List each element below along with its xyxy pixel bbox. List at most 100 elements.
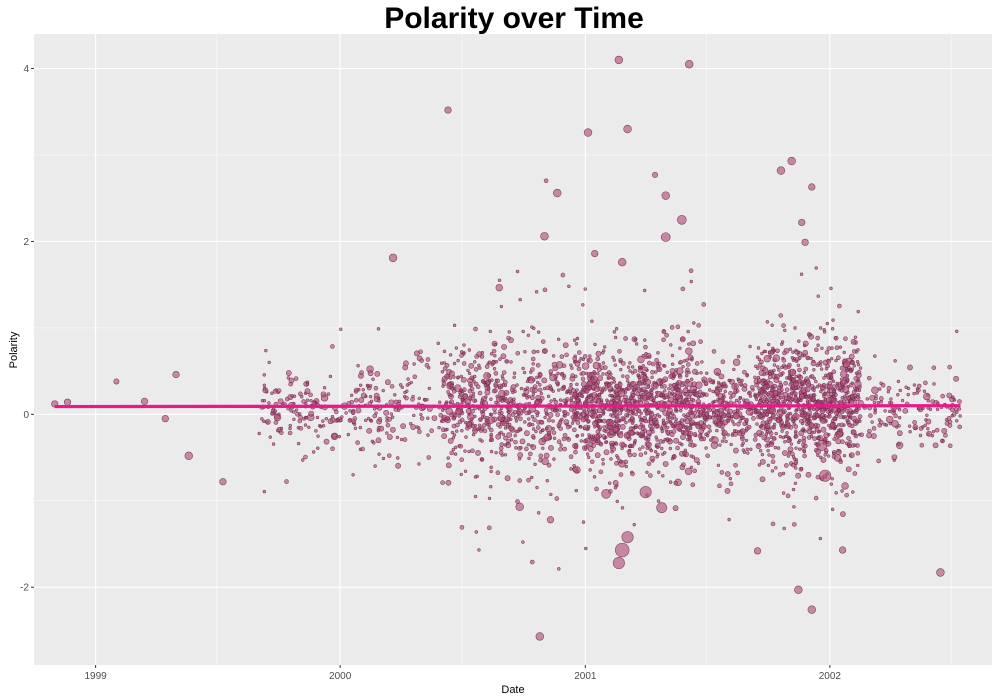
chart-title: Polarity over Time xyxy=(384,2,644,35)
data-point xyxy=(838,386,843,391)
data-point xyxy=(670,386,676,392)
data-point xyxy=(682,450,687,456)
data-point xyxy=(835,449,842,455)
data-point xyxy=(722,436,726,440)
data-point xyxy=(467,371,472,376)
data-point xyxy=(593,371,597,375)
data-point xyxy=(673,480,679,486)
data-point xyxy=(507,330,511,334)
data-point xyxy=(902,407,909,414)
data-point xyxy=(704,411,710,417)
data-point xyxy=(694,392,699,398)
data-point xyxy=(793,326,797,330)
data-point xyxy=(808,422,815,428)
data-point xyxy=(339,418,343,423)
data-point xyxy=(757,389,762,394)
data-point xyxy=(820,412,825,418)
data-point xyxy=(361,388,365,392)
data-point xyxy=(615,454,619,458)
data-point xyxy=(543,178,549,184)
data-point xyxy=(708,429,712,433)
data-point xyxy=(928,407,933,412)
data-point xyxy=(450,430,455,435)
data-point xyxy=(874,396,878,401)
data-point xyxy=(713,420,718,424)
data-point xyxy=(893,359,897,363)
data-point xyxy=(809,414,813,418)
data-point xyxy=(756,366,760,371)
data-point xyxy=(852,400,858,405)
data-point xyxy=(742,421,747,427)
data-point xyxy=(460,398,465,402)
data-point xyxy=(930,433,935,438)
data-point xyxy=(637,395,641,399)
data-point xyxy=(556,439,562,445)
data-point xyxy=(828,372,832,376)
data-point xyxy=(319,424,323,429)
data-point xyxy=(934,427,940,433)
data-point xyxy=(304,388,311,395)
data-point xyxy=(759,476,766,483)
data-point xyxy=(483,372,491,380)
data-point xyxy=(826,346,832,351)
data-point xyxy=(853,433,859,439)
data-point xyxy=(569,467,573,471)
data-point xyxy=(538,398,543,403)
data-point xyxy=(491,388,497,394)
data-point xyxy=(584,437,591,444)
data-point xyxy=(687,391,693,397)
data-point xyxy=(778,313,784,318)
data-point xyxy=(461,361,467,366)
data-point xyxy=(821,399,825,404)
data-point xyxy=(856,392,860,397)
data-point xyxy=(506,335,511,341)
data-point xyxy=(601,372,605,376)
data-point xyxy=(591,443,596,448)
data-point xyxy=(672,505,679,512)
data-point xyxy=(568,407,574,412)
data-point xyxy=(565,389,569,394)
data-point xyxy=(675,324,681,330)
data-point xyxy=(886,390,891,394)
data-point xyxy=(855,419,859,424)
data-point xyxy=(385,422,391,428)
data-point xyxy=(575,382,579,387)
data-point xyxy=(399,437,404,442)
data-point xyxy=(442,349,447,354)
data-point xyxy=(820,385,825,391)
data-point xyxy=(487,360,492,364)
data-point xyxy=(803,392,808,396)
data-point xyxy=(463,469,468,473)
data-point xyxy=(710,441,719,449)
data-point xyxy=(556,371,560,376)
data-point xyxy=(551,430,557,435)
data-point xyxy=(872,400,877,405)
data-point xyxy=(830,507,835,512)
data-point xyxy=(289,409,293,413)
data-point xyxy=(767,453,771,457)
data-point xyxy=(648,393,652,397)
data-point xyxy=(770,453,776,459)
y-tick-label: 2 xyxy=(23,237,29,248)
data-point xyxy=(645,470,649,474)
data-point xyxy=(298,415,303,420)
data-point xyxy=(621,398,627,403)
data-point xyxy=(906,392,910,397)
data-point xyxy=(766,392,770,397)
data-point xyxy=(757,410,762,415)
data-point xyxy=(601,351,605,355)
data-point xyxy=(569,363,573,367)
data-point xyxy=(495,422,501,427)
data-point xyxy=(747,391,751,396)
data-point xyxy=(624,464,629,469)
data-point xyxy=(741,415,745,420)
data-point xyxy=(308,410,315,417)
data-point xyxy=(680,434,686,441)
data-point xyxy=(601,434,607,439)
data-point xyxy=(816,440,828,451)
data-point xyxy=(444,401,448,406)
data-point xyxy=(545,412,549,416)
data-point xyxy=(477,423,482,427)
data-point xyxy=(257,431,261,436)
data-point xyxy=(557,567,561,571)
